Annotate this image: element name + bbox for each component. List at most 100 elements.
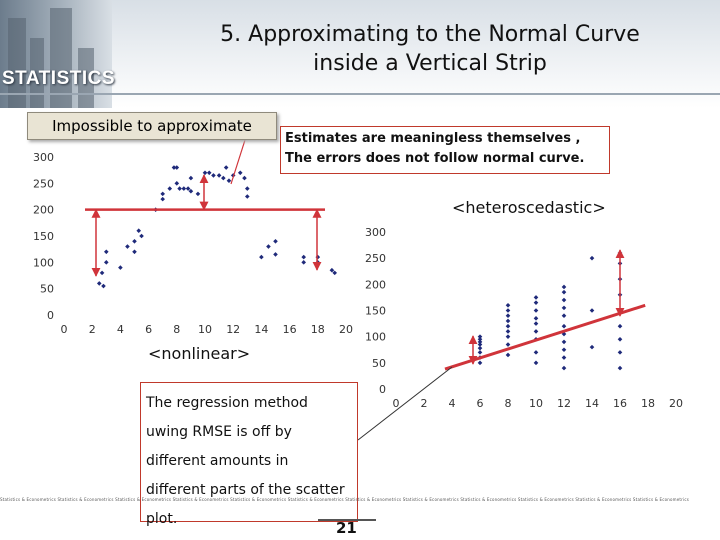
- nonlinear-point-26: [211, 173, 216, 178]
- hetero-point-13: [505, 318, 511, 324]
- hetero-x-tick-7: 14: [585, 397, 599, 410]
- hetero-y-tick-1: 50: [372, 357, 386, 370]
- nonlinear-x-tick-5: 10: [198, 323, 212, 336]
- nonlinear-point-14: [167, 186, 173, 191]
- nonlinear-point-20: [185, 186, 191, 191]
- annotation-arrows: [85, 139, 646, 441]
- nonlinear-x-tick-9: 18: [311, 323, 325, 336]
- page-number-underline: [318, 519, 376, 521]
- hetero-point-4: [477, 342, 483, 347]
- hetero-x-tick-2: 4: [449, 397, 456, 410]
- hetero-point-7: [477, 334, 483, 339]
- hetero-point-22: [533, 316, 539, 321]
- hetero-x-tick-8: 16: [613, 397, 627, 410]
- estimates-line-2: The errors does not follow normal curve.: [285, 151, 585, 166]
- nonlinear-label: <nonlinear>: [148, 344, 251, 363]
- hetero-point-42: [617, 336, 623, 342]
- hetero-point-18: [533, 350, 539, 355]
- nonlinear-point-24: [202, 170, 208, 176]
- nonlinear-point-6: [125, 244, 130, 249]
- hetero-y-tick-0: 0: [379, 383, 386, 396]
- hetero-point-39: [589, 255, 595, 261]
- hetero-point-27: [561, 355, 567, 360]
- regression-line-2: uwing RMSE is off by: [146, 424, 292, 440]
- nonlinear-point-18: [177, 186, 182, 191]
- hetero-point-24: [533, 300, 539, 305]
- nonlinear-point-27: [216, 173, 222, 178]
- nonlinear-x-tick-3: 6: [145, 323, 152, 336]
- hetero-point-10: [505, 334, 511, 339]
- nonlinear-point-41: [301, 260, 306, 265]
- nonlinear-point-2: [104, 260, 109, 265]
- hetero-x-tick-6: 12: [557, 397, 571, 410]
- regression-callout: The regression method uwing RMSE is off …: [140, 382, 358, 527]
- hetero-point-11: [505, 329, 511, 334]
- hetero-point-28: [561, 347, 567, 353]
- hetero-point-2: [477, 350, 483, 355]
- nonlinear-point-37: [266, 244, 271, 249]
- nonlinear-point-39: [273, 238, 278, 244]
- hetero-point-3: [477, 345, 483, 351]
- heteroscedastic-label: <heteroscedastic>: [452, 198, 606, 217]
- hetero-y-tick-5: 250: [365, 252, 386, 265]
- nonlinear-point-12: [160, 196, 165, 202]
- nonlinear-point-21: [188, 175, 194, 181]
- hetero-point-36: [561, 284, 567, 290]
- hetero-point-9: [505, 342, 511, 347]
- hetero-point-40: [617, 365, 623, 371]
- hetero-point-30: [561, 331, 567, 337]
- hetero-point-12: [505, 323, 511, 329]
- hetero-x-tick-10: 20: [669, 397, 683, 410]
- hetero-y-tick-2: 100: [365, 331, 386, 344]
- nonlinear-point-38: [273, 252, 278, 257]
- hetero-point-15: [505, 308, 511, 313]
- nonlinear-y-tick-0: 0: [47, 309, 54, 322]
- nonlinear-point-34: [245, 186, 250, 191]
- hetero-y-tick-3: 150: [365, 305, 386, 318]
- estimates-line-1: Estimates are meaningless themselves ,: [285, 131, 581, 146]
- nonlinear-point-33: [242, 175, 247, 181]
- hetero-point-25: [533, 295, 539, 300]
- impossible-pointer: [230, 139, 246, 185]
- hetero-x-tick-3: 6: [477, 397, 484, 410]
- hetero-point-8: [505, 352, 511, 358]
- hetero-point-34: [561, 297, 567, 303]
- nonlinear-point-5: [118, 265, 123, 270]
- slide-title-line-2: inside a Vertical Strip: [313, 51, 547, 76]
- hetero-x-tick-1: 2: [421, 397, 428, 410]
- hetero-y-tick-6: 300: [365, 226, 386, 239]
- nonlinear-point-3: [104, 249, 109, 255]
- regression-line-5: plot.: [146, 511, 178, 527]
- nonlinear-point-9: [139, 233, 144, 239]
- hetero-point-14: [505, 313, 511, 319]
- nonlinear-point-36: [259, 254, 264, 260]
- heteroscedastic-scatter-chart: 0 50 100 150 200 250 300 0 2 4 6 8 10 12 14 16 18 20: [365, 226, 683, 410]
- hetero-point-5: [477, 339, 483, 345]
- hetero-point-33: [561, 305, 567, 311]
- nonlinear-point-23: [195, 191, 201, 197]
- nonlinear-y-tick-4: 200: [33, 204, 54, 217]
- nonlinear-point-19: [181, 186, 187, 191]
- slide-title: 5. Approximating to the Normal Curve ins…: [150, 20, 710, 78]
- nonlinear-point-10: [136, 228, 142, 234]
- regression-connector: [357, 366, 453, 441]
- nonlinear-y-tick-5: 250: [33, 177, 54, 190]
- regression-line-3: different amounts in: [146, 453, 289, 469]
- hetero-point-0: [477, 360, 483, 366]
- slide-title-line-1: 5. Approximating to the Normal Curve: [220, 22, 640, 47]
- brand-label: STATISTICS: [2, 68, 116, 89]
- nonlinear-x-tick-0: 0: [61, 323, 68, 336]
- hetero-x-tick-5: 10: [529, 397, 543, 410]
- hetero-point-26: [561, 365, 567, 371]
- nonlinear-point-32: [237, 170, 243, 176]
- hetero-point-17: [533, 360, 539, 366]
- nonlinear-point-16: [174, 165, 180, 170]
- nonlinear-point-42: [315, 260, 321, 265]
- hetero-point-23: [533, 308, 539, 313]
- nonlinear-point-40: [301, 254, 306, 260]
- hetero-point-32: [561, 313, 567, 319]
- nonlinear-y-tick-1: 50: [40, 283, 54, 296]
- hetero-point-21: [533, 321, 539, 326]
- nonlinear-y-tick-3: 150: [33, 230, 54, 243]
- nonlinear-x-tick-6: 12: [226, 323, 240, 336]
